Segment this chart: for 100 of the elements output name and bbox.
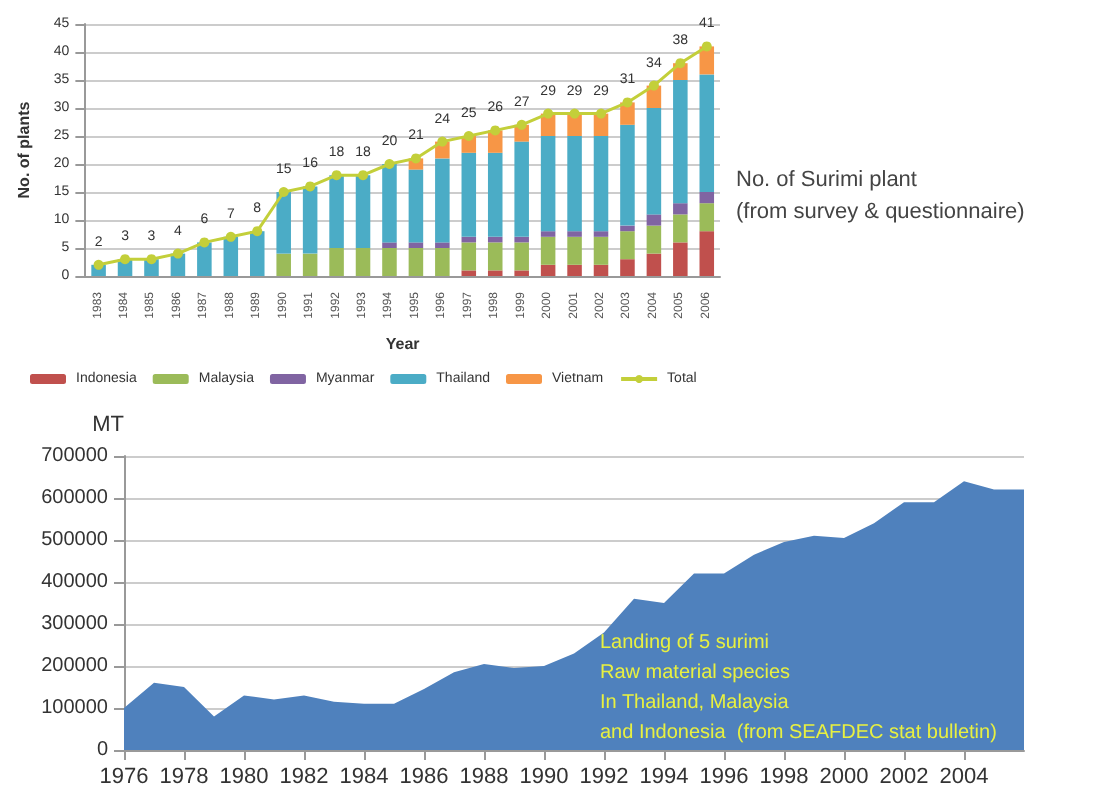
x-tick-label: 2004 <box>939 765 989 789</box>
bar <box>567 264 582 276</box>
point <box>146 254 157 265</box>
bar <box>487 236 503 243</box>
y-tick-label: 600000 <box>41 487 109 509</box>
point <box>278 187 289 197</box>
x-tick-label: 1990 <box>519 765 569 789</box>
y-tick-label: 300000 <box>41 613 109 635</box>
bar <box>620 124 635 226</box>
x-tick-label: 1976 <box>99 765 149 789</box>
x-tick-label: 1996 <box>699 765 749 789</box>
y-axis-title: MT <box>92 413 125 437</box>
point <box>93 259 104 270</box>
bar <box>514 236 529 243</box>
x-tick-label: 1982 <box>279 765 329 789</box>
bar <box>646 253 662 276</box>
point <box>543 108 554 119</box>
bar <box>276 253 291 276</box>
bar <box>593 236 609 265</box>
bar <box>249 231 265 276</box>
bar <box>673 242 688 276</box>
y-tick-label: 200000 <box>41 655 109 677</box>
point <box>490 125 501 136</box>
y-tick-label: 500000 <box>41 529 109 551</box>
bar <box>408 242 424 248</box>
bar <box>329 175 344 248</box>
bar <box>408 248 424 276</box>
bar <box>382 248 397 276</box>
bar <box>461 270 477 276</box>
x-tick-label: 1988 <box>459 765 509 789</box>
bar <box>646 214 662 226</box>
bar <box>620 225 635 232</box>
point <box>384 159 395 169</box>
bar <box>540 136 556 232</box>
x-tick-label: 1980 <box>219 765 269 789</box>
y-tick-label: 400000 <box>41 571 109 593</box>
bar <box>435 248 450 276</box>
point <box>596 108 607 119</box>
bar <box>435 158 450 243</box>
x-tick-label: 2000 <box>819 765 869 789</box>
bar <box>355 248 371 276</box>
x-tick-label: 1978 <box>159 765 209 789</box>
bar <box>461 242 477 271</box>
bar <box>540 264 556 276</box>
y-tick-label: 0 <box>96 739 109 761</box>
bar <box>487 242 503 271</box>
bar <box>593 136 609 232</box>
point <box>199 237 210 248</box>
point <box>648 80 659 91</box>
bar <box>646 225 662 254</box>
x-tick-label: 1986 <box>399 765 449 789</box>
bar <box>540 236 556 265</box>
point <box>701 41 712 52</box>
bar <box>567 231 582 237</box>
bar <box>435 242 450 248</box>
bar <box>514 242 529 271</box>
point <box>410 153 421 164</box>
bar <box>673 80 688 204</box>
bar <box>673 203 688 215</box>
point <box>331 170 342 181</box>
y-axis-title: No. of plants <box>15 100 33 199</box>
bar <box>593 264 609 276</box>
point <box>172 248 183 259</box>
bar <box>514 141 529 237</box>
bar <box>276 192 291 254</box>
point <box>252 226 263 237</box>
annotation: Landing of 5 surimi Raw material species In Thailand, Malaysia and Indonesia (from SEAFDEC stat bulletin) <box>600 632 997 744</box>
bar <box>329 248 344 276</box>
x-tick-label: 2002 <box>879 765 929 789</box>
bar <box>302 186 318 254</box>
x-tick-label: 1992 <box>579 765 629 789</box>
x-tick-label: 1994 <box>639 765 689 789</box>
bar <box>355 175 371 248</box>
x-axis-title: Year <box>385 335 420 353</box>
point <box>120 254 131 265</box>
point <box>358 170 369 181</box>
point <box>225 231 236 242</box>
point <box>675 58 686 69</box>
point <box>622 97 633 108</box>
point <box>305 181 316 192</box>
point <box>516 119 527 130</box>
bar <box>514 270 529 276</box>
bar <box>699 192 715 204</box>
point <box>463 131 474 141</box>
bar <box>302 253 318 276</box>
bar <box>699 74 715 192</box>
bar <box>646 108 662 215</box>
y-tick-label: 100000 <box>41 697 109 719</box>
bar <box>620 259 635 276</box>
bar <box>567 236 582 265</box>
bar <box>699 231 715 276</box>
bar <box>382 164 397 243</box>
bar <box>567 136 582 232</box>
bar <box>461 152 477 237</box>
bar <box>593 231 609 237</box>
bar <box>487 152 503 237</box>
y-tick-label: 700000 <box>41 445 109 467</box>
point <box>437 136 448 147</box>
bar <box>620 231 635 260</box>
bar <box>382 242 397 248</box>
